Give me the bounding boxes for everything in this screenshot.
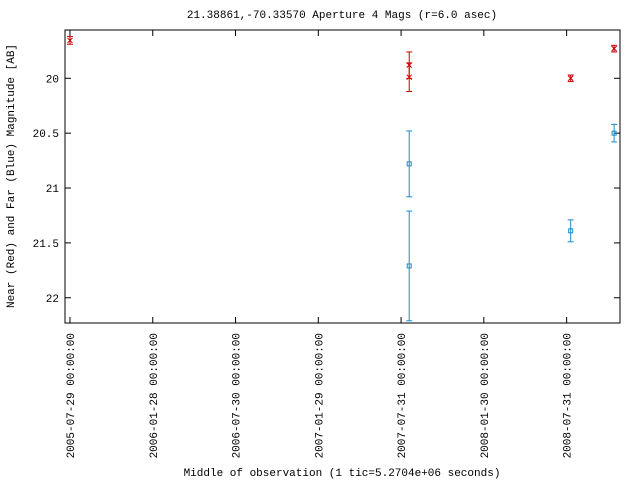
point (568, 228, 574, 234)
y-tick-label: 22 (46, 294, 59, 306)
x-tick-label: 2008-01-30 00:00:00 (480, 333, 492, 458)
point (567, 75, 574, 82)
plot-frame (64, 29, 621, 324)
point (406, 161, 412, 167)
y-tick-label: 20.5 (33, 129, 59, 141)
point (406, 74, 413, 81)
point (67, 37, 73, 44)
error-bar (406, 210, 413, 322)
y-tick-label: 20 (46, 74, 59, 86)
y-tick-label: 21 (46, 184, 60, 196)
y-tick-label: 21.5 (33, 239, 59, 251)
point (611, 45, 617, 52)
x-tick-label: 2007-01-29 00:00:00 (314, 333, 326, 458)
x-tick-label: 2007-07-31 00:00:00 (397, 333, 409, 458)
x-tick-label: 2006-07-30 00:00:00 (232, 333, 244, 458)
error-bar (611, 123, 618, 143)
x-axis-label: Middle of observation (1 tic=5.2704e+06 … (184, 468, 501, 480)
error-bar (406, 130, 413, 198)
point (611, 130, 617, 136)
x-tick-label: 2005-07-29 00:00:00 (66, 333, 78, 458)
y-axis-label: Near (Red) and Far (Blue) Magnitude [AB] (6, 44, 18, 308)
error-bar (567, 219, 574, 243)
chart-title: 21.38861,-70.33570 Aperture 4 Mags (r=6.… (187, 10, 497, 22)
x-tick-label: 2006-01-28 00:00:00 (149, 333, 161, 458)
x-tick-label: 2008-07-31 00:00:00 (563, 333, 575, 458)
point (406, 263, 412, 269)
